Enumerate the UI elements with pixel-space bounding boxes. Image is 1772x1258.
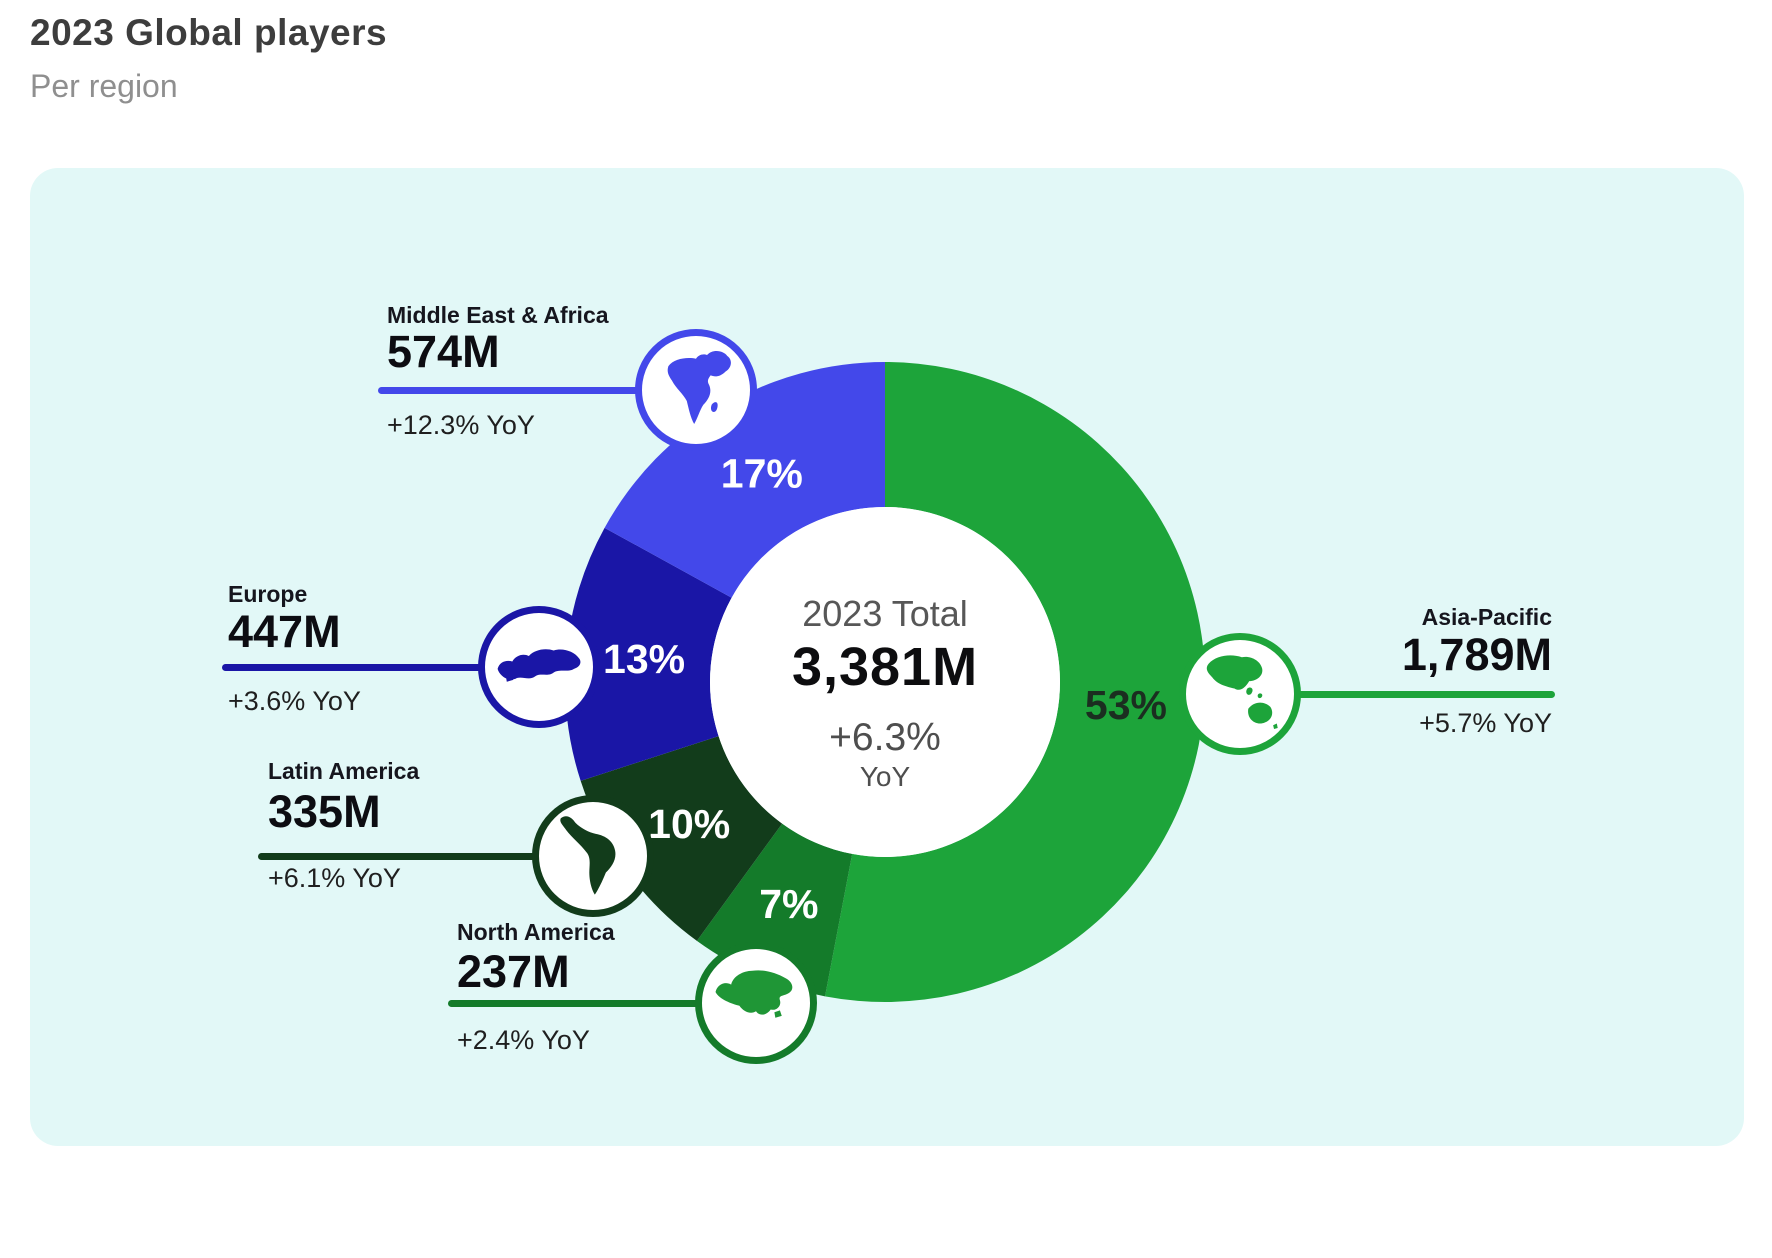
region-yoy-north-america: +2.4% YoY xyxy=(457,1025,590,1055)
center-yoy-label: YoY xyxy=(859,761,911,792)
africa-middle-east-map-icon xyxy=(635,329,757,451)
donut-center-hole xyxy=(710,507,1060,857)
region-yoy-asia-pacific: +5.7% YoY xyxy=(1419,708,1552,738)
donut-percent-label-latin-america: 10% xyxy=(648,801,730,847)
leader-line-asia-pacific xyxy=(1240,691,1555,698)
asia-oceania-map-icon xyxy=(1179,633,1301,755)
europe-map-icon xyxy=(478,606,600,728)
region-yoy-middle-east-africa: +12.3% YoY xyxy=(387,410,535,440)
donut-segment-europe[interactable] xyxy=(565,527,732,781)
region-name-europe: Europe xyxy=(228,581,308,607)
region-value-latin-america: 335M xyxy=(268,786,381,837)
chart-card: 53% 7% 10% 13% 17% 2023 Total 3,381M +6.3% Y… xyxy=(30,168,1744,1146)
page-subtitle: Per region xyxy=(30,68,178,104)
leader-line-middle-east-africa xyxy=(378,387,696,394)
region-yoy-latin-america: +6.1% YoY xyxy=(268,863,401,893)
region-value-north-america: 237M xyxy=(457,946,570,997)
page-title: 2023 Global players xyxy=(30,12,388,53)
leader-line-latin-america xyxy=(258,853,593,860)
center-yoy-value: +6.3% xyxy=(829,716,941,759)
donut-percent-label-europe: 13% xyxy=(603,636,685,682)
region-name-asia-pacific: Asia-Pacific xyxy=(1421,604,1552,630)
region-value-middle-east-africa: 574M xyxy=(387,326,500,377)
region-name-north-america: North America xyxy=(457,919,615,945)
latin-america-map-icon xyxy=(532,795,654,917)
donut-percent-label-asia-pacific: 53% xyxy=(1085,682,1167,728)
region-name-middle-east-africa: Middle East & Africa xyxy=(387,302,609,328)
center-total-label: 2023 Total xyxy=(802,593,968,634)
donut-percent-label-north-america: 7% xyxy=(759,881,818,927)
donut-chart: 53% 7% 10% 13% 17% xyxy=(565,362,1205,1002)
donut-segment-asia-pacific[interactable] xyxy=(825,362,1205,1002)
donut-segment-latin-america[interactable] xyxy=(580,736,783,941)
center-total-value: 3,381M xyxy=(791,637,979,697)
region-value-europe: 447M xyxy=(228,606,341,657)
region-value-asia-pacific: 1,789M xyxy=(1401,629,1552,680)
leader-line-north-america xyxy=(448,1000,756,1007)
north-america-map-icon xyxy=(695,942,817,1064)
donut-segment-middle-east-africa[interactable] xyxy=(604,362,885,598)
region-yoy-europe: +3.6% YoY xyxy=(228,686,361,716)
region-name-latin-america: Latin America xyxy=(268,758,420,784)
donut-percent-label-middle-east-africa: 17% xyxy=(721,451,803,497)
leader-line-europe xyxy=(222,664,539,671)
page-header: 2023 Global players Per region xyxy=(30,12,387,105)
